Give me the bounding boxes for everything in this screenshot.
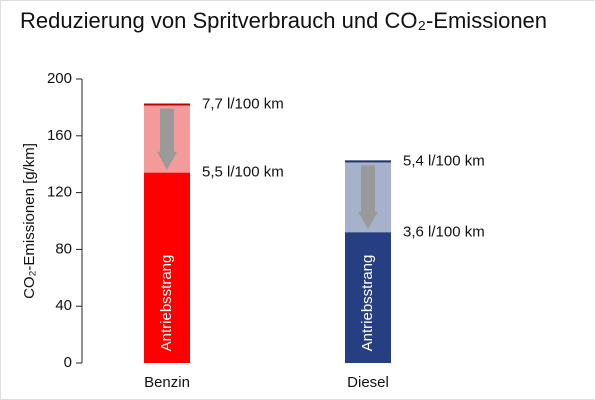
- y-tick-label: 40: [55, 297, 72, 314]
- chart-title: Reduzierung von Spritverbrauch und CO₂-E…: [20, 8, 547, 33]
- y-tick-label: 120: [47, 184, 72, 201]
- bar: [345, 232, 391, 363]
- before-annotation: 5,4 l/100 km: [403, 152, 485, 169]
- x-tick-label: Benzin: [144, 374, 190, 391]
- before-annotation: 7,7 l/100 km: [202, 96, 284, 113]
- value-annotation: 5,5 l/100 km: [202, 164, 284, 181]
- reduction-arrow: [157, 108, 177, 170]
- y-tick-label: 80: [55, 240, 72, 257]
- y-axis-label: CO₂-Emissionen [g/km]: [21, 143, 38, 299]
- reduction-arrow: [358, 165, 378, 230]
- y-tick-label: 160: [47, 127, 72, 144]
- y-tick-label: 200: [47, 70, 72, 87]
- bar-text: Antriebsstrang: [158, 255, 175, 352]
- x-tick-label: Diesel: [347, 374, 389, 391]
- value-annotation: 3,6 l/100 km: [403, 223, 485, 240]
- bar-text: Antriebsstrang: [359, 255, 376, 352]
- y-tick-label: 0: [64, 354, 72, 371]
- bar: [144, 172, 190, 363]
